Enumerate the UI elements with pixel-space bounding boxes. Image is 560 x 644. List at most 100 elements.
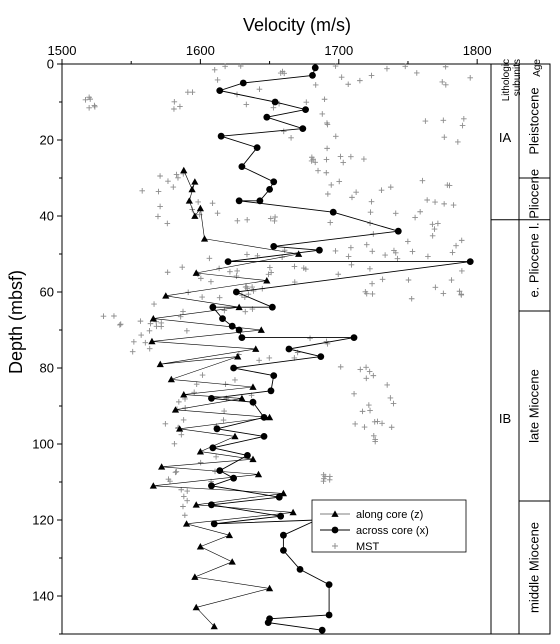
mst-point: [409, 248, 416, 255]
mst-point: [367, 407, 373, 414]
legend-label: across core (x): [356, 525, 429, 537]
mst-point: [291, 263, 298, 270]
along-core-point: [238, 394, 246, 402]
mst-point: [214, 77, 221, 83]
along-core-point: [149, 482, 157, 489]
mst-point: [323, 169, 330, 176]
mst-point: [155, 188, 162, 195]
y-tick-label: 140: [32, 589, 54, 604]
mst-point: [348, 262, 355, 268]
mst-point: [369, 280, 375, 287]
x-tick-label: 1500: [48, 43, 77, 58]
mst-point: [392, 210, 399, 217]
mst-point: [157, 173, 163, 179]
mst-point: [199, 294, 205, 300]
age-label: e. Pliocene: [527, 233, 542, 297]
across-core-point: [232, 288, 240, 296]
mst-point: [256, 357, 262, 364]
mst-point: [111, 313, 117, 319]
mst-point: [379, 420, 385, 427]
mst-point: [370, 433, 377, 439]
mst-point: [324, 120, 330, 126]
across-core-point: [280, 547, 287, 554]
mst-point: [394, 255, 401, 262]
mst-point: [138, 332, 144, 338]
mst-point: [363, 290, 370, 297]
legend-box: [311, 499, 467, 553]
mst-point: [209, 200, 216, 207]
mst-point: [180, 308, 186, 315]
mst-point: [348, 244, 354, 251]
mst-point: [307, 335, 313, 342]
mst-point: [176, 399, 182, 405]
across-core-point: [260, 414, 268, 421]
mst-point: [222, 63, 228, 70]
mst-point: [449, 249, 456, 256]
mst-point: [374, 418, 381, 425]
mst-point: [455, 139, 461, 145]
across-core-point: [311, 64, 319, 72]
along-core-point: [196, 543, 204, 550]
mst-point: [249, 284, 255, 290]
y-tick-label: 80: [40, 361, 54, 376]
along-core-point: [191, 178, 199, 185]
across-core-point: [325, 611, 333, 619]
mst-point: [335, 271, 342, 278]
across-core-point: [266, 186, 273, 193]
along-core-point: [257, 326, 265, 333]
header-age: Age: [532, 59, 543, 77]
mst-point: [424, 197, 430, 203]
across-core-point: [466, 258, 474, 265]
mst-point: [440, 117, 447, 124]
y-tick-label: 40: [40, 209, 54, 224]
mst-point: [291, 279, 298, 285]
mst-point: [453, 242, 459, 249]
across-core-point: [216, 467, 224, 474]
mst-point: [117, 321, 124, 327]
mst-point: [413, 70, 420, 76]
across-core-point: [230, 364, 238, 372]
mst-point: [270, 104, 277, 111]
across-core-point: [270, 372, 278, 379]
across-core-point: [209, 444, 217, 452]
mst-point: [412, 214, 418, 221]
mst-point: [173, 468, 180, 475]
mst-point: [184, 497, 190, 504]
mst-point: [175, 175, 181, 181]
mst-point: [232, 377, 238, 383]
mst-point: [164, 269, 171, 276]
legend-triangle: [331, 510, 339, 517]
across-core-point: [267, 387, 275, 395]
across-core-point: [235, 197, 243, 205]
mst-point: [439, 79, 446, 85]
along-core-point: [225, 531, 234, 539]
mst-point: [147, 320, 154, 327]
mst-point: [129, 348, 136, 355]
mst-point: [384, 65, 390, 72]
mst-point: [184, 328, 190, 334]
across-core-point: [219, 315, 226, 322]
age-label: Pleistocene: [527, 87, 542, 154]
across-core-point: [216, 87, 224, 94]
across-core-point: [230, 474, 238, 482]
mst-point: [390, 400, 397, 407]
mst-point: [181, 493, 187, 500]
across-core-point: [271, 98, 279, 106]
legend: along core (z) across core (x) MST: [311, 499, 467, 553]
along-core-point: [234, 353, 242, 360]
mst-point: [345, 253, 352, 260]
mst-point: [171, 98, 178, 105]
mst-point: [467, 74, 474, 81]
mst-point: [117, 322, 123, 328]
legend-circle: [331, 526, 339, 534]
along-core-point: [191, 573, 199, 580]
mst-point: [372, 436, 379, 443]
mst-point: [178, 486, 185, 493]
mst-point: [208, 278, 214, 285]
mst-point: [417, 208, 423, 215]
along-core-point: [182, 520, 191, 527]
along-core-point: [162, 292, 170, 299]
across-core-point: [228, 322, 236, 330]
mst-point: [221, 307, 228, 314]
mst-point: [328, 182, 335, 188]
